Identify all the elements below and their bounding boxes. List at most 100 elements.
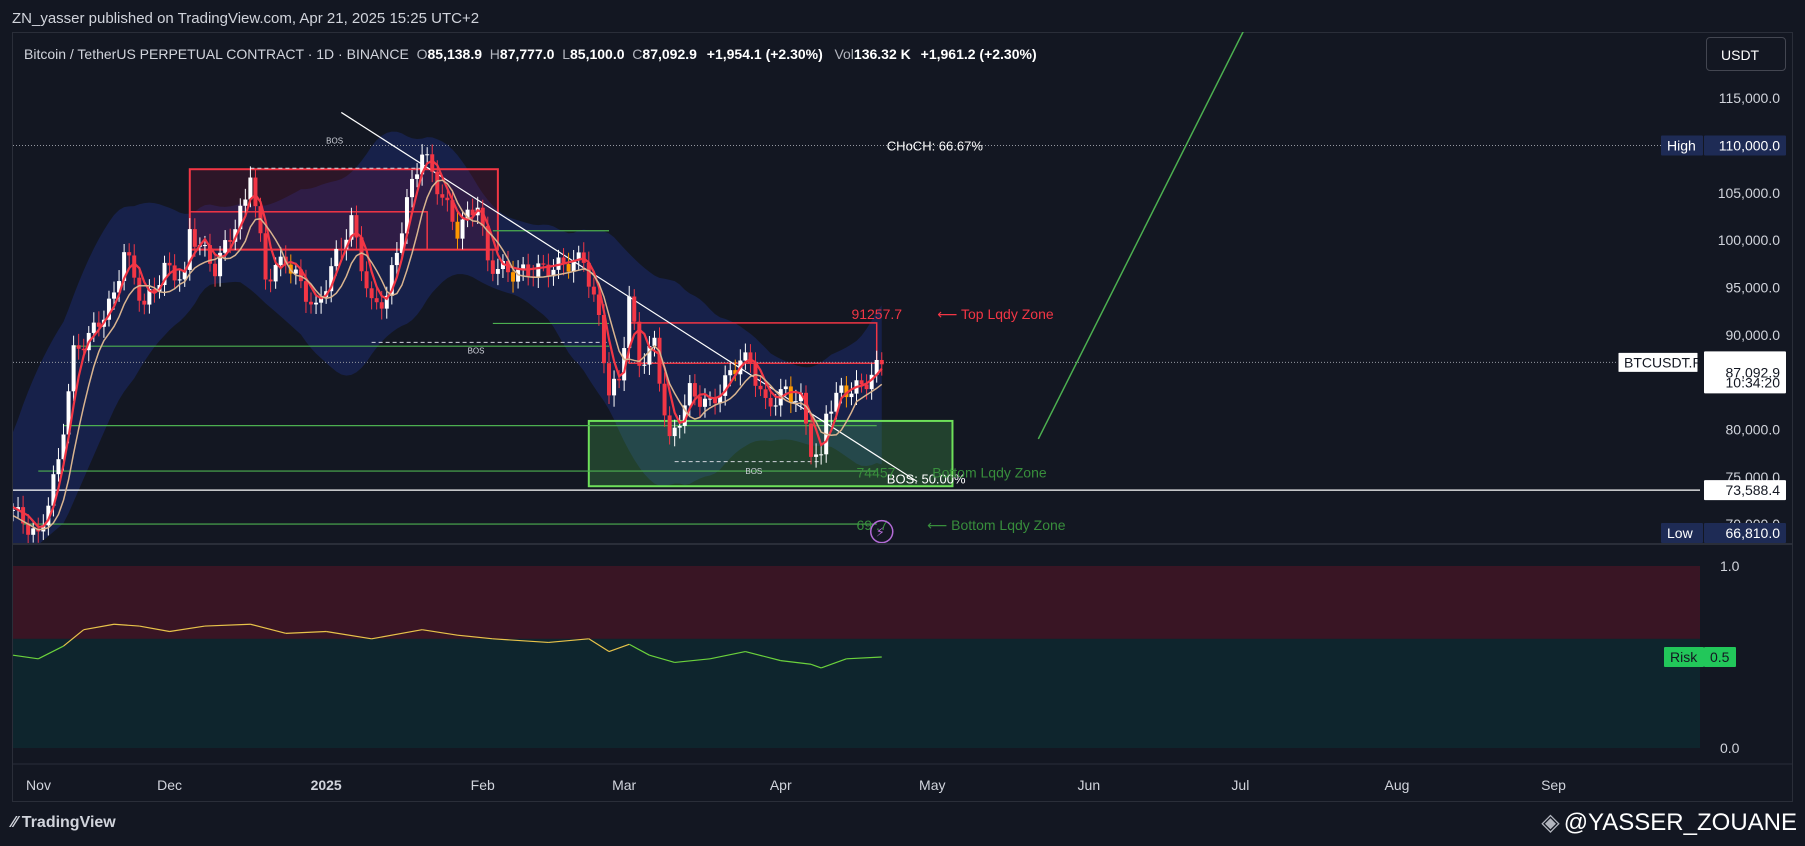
candle-body: [61, 434, 66, 460]
candle-body: [430, 154, 435, 172]
currency-button[interactable]: USDT: [1706, 37, 1786, 71]
candle-body: [460, 219, 465, 239]
candle-body: [106, 298, 111, 320]
candle-body: [455, 221, 460, 239]
projection-line: [1037, 32, 1244, 440]
risk-line-segment: [12, 654, 39, 660]
candle-body: [46, 505, 51, 526]
ticker-badge-bg: [1617, 351, 1699, 373]
candle-body: [167, 262, 172, 266]
risk-line-segment: [820, 658, 847, 669]
candle-body: [273, 264, 278, 282]
candle-body: [596, 294, 601, 316]
candle-body: [788, 386, 793, 403]
candle-body: [16, 507, 21, 510]
candle-body: [450, 200, 455, 222]
candle-body: [859, 380, 864, 385]
bottom-zone-label-2: ⟵ Bottom Lqdy Zone: [927, 517, 1066, 533]
candle-body: [339, 248, 344, 250]
candle-body: [733, 370, 738, 375]
candle-body: [91, 322, 96, 333]
candle-body: [162, 262, 167, 286]
lightning-circle: [870, 519, 894, 543]
countdown-text: 10:34:20: [1726, 374, 1781, 390]
candle-body: [152, 288, 157, 292]
candle-body: [248, 177, 253, 200]
risk-high-band: [13, 566, 1700, 639]
bos-label-1: BOS: [326, 137, 343, 146]
volume-label: Vol: [834, 46, 854, 62]
top-zone-price: 91257.7: [851, 306, 902, 322]
low-value-badge: 66,810.0: [1704, 523, 1786, 543]
tradingview-logo[interactable]: ⁄⁄ TradingView: [12, 814, 116, 832]
ma-slow-line: [13, 179, 883, 531]
candle-body: [81, 348, 86, 351]
candle-body: [218, 252, 223, 277]
candle-body: [349, 215, 354, 240]
high-value-badge-bg: [1704, 135, 1786, 156]
candle-body: [485, 225, 490, 261]
risk-line-segment: [846, 656, 882, 660]
time-tick-label: 2025: [311, 777, 342, 793]
candle-body: [536, 263, 541, 277]
risk-line-segment: [628, 643, 650, 656]
candle-body: [177, 279, 182, 281]
risk-line-segment: [709, 650, 746, 660]
candle-body: [354, 215, 359, 238]
choch-label: CHoCH: 66.67%: [887, 139, 984, 154]
candle-body: [490, 260, 495, 274]
high-label-badge-bg: [1661, 135, 1703, 156]
candle-body: [601, 315, 606, 364]
candle-body: [389, 265, 394, 296]
candle-body: [546, 264, 551, 277]
candle-body: [71, 345, 76, 392]
tradingview-logo-text: TradingView: [21, 814, 116, 831]
top-zone-label: ⟵ Top Lqdy Zone: [937, 306, 1054, 322]
price-tick-label: 115,000.0: [1719, 90, 1780, 106]
risk-line-segment: [422, 629, 458, 636]
candle-body: [869, 374, 874, 390]
candle-body: [374, 298, 379, 303]
candle-body: [314, 302, 319, 305]
candle-body: [511, 272, 516, 282]
risk-line-segment: [83, 623, 115, 631]
candle-body: [21, 507, 26, 524]
risk-line-segment: [745, 650, 781, 662]
candle-body: [187, 229, 192, 270]
candle-body: [622, 348, 627, 381]
candle-body: [309, 301, 314, 305]
candle-body: [682, 405, 687, 426]
candle-body: [122, 252, 127, 282]
time-tick-label: Mar: [612, 777, 636, 793]
candle-body: [748, 352, 753, 364]
author-watermark: ◈ @YASSER_ZOUANE: [1541, 808, 1797, 837]
lightning-glyph: ⚡: [876, 525, 885, 540]
candle-body: [713, 398, 718, 404]
candle-body: [329, 266, 334, 292]
open-value: 85,138.9: [427, 46, 483, 62]
risk-line-segment: [674, 658, 711, 664]
candle-body: [809, 423, 814, 457]
low-value-badge-text: 66,810.0: [1726, 525, 1781, 541]
candle-body: [657, 337, 662, 384]
current-price-badge-text: 87,092.9: [1726, 364, 1781, 380]
candle-body: [495, 269, 500, 274]
candle-body: [228, 240, 233, 242]
candle-body: [415, 174, 420, 179]
risk-line-segment: [780, 660, 812, 665]
candle-body: [586, 262, 591, 287]
candle-body: [278, 256, 283, 265]
risk-value-badge-bg: [1704, 647, 1736, 667]
candle-body: [819, 454, 824, 456]
candle-body: [56, 459, 61, 475]
bos-label-2: BOS: [468, 347, 485, 356]
diamond-logo-icon: ◈: [1541, 809, 1560, 836]
candle-body: [627, 296, 632, 349]
candle-body: [253, 177, 258, 207]
candle-body: [399, 233, 404, 253]
ticker-badge: BTCUSDT.P: [1617, 351, 1702, 373]
symbol-name[interactable]: Bitcoin / TetherUS PERPETUAL CONTRACT · …: [24, 46, 409, 62]
candle-body: [76, 345, 81, 349]
ohlc-legend: Bitcoin / TetherUS PERPETUAL CONTRACT · …: [24, 46, 1037, 62]
